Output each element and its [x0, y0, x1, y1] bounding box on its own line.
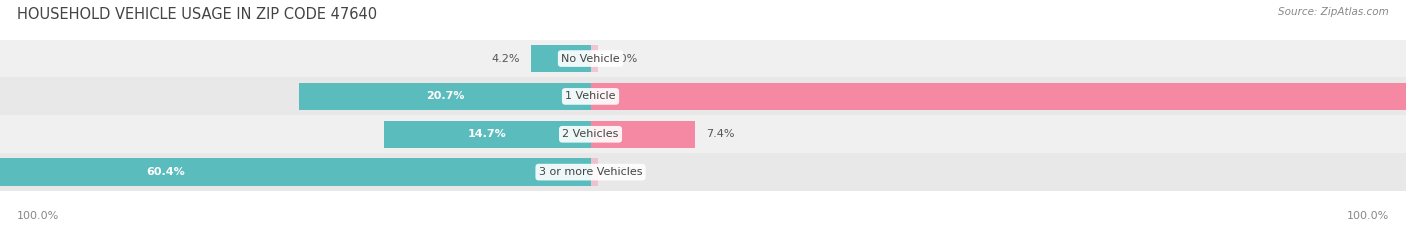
Bar [299, 83, 591, 110]
Bar [0, 77, 1406, 115]
Bar [591, 45, 598, 72]
Bar [384, 121, 591, 148]
Text: 60.4%: 60.4% [146, 167, 186, 177]
Bar [0, 40, 1406, 77]
Text: 1 Vehicle: 1 Vehicle [565, 91, 616, 101]
Text: 14.7%: 14.7% [468, 129, 506, 139]
Bar [591, 121, 695, 148]
Bar [0, 153, 1406, 191]
Text: 2 Vehicles: 2 Vehicles [562, 129, 619, 139]
Text: No Vehicle: No Vehicle [561, 54, 620, 64]
Bar [0, 115, 1406, 153]
Bar [0, 158, 591, 186]
Bar [591, 158, 598, 186]
Text: 4.2%: 4.2% [492, 54, 520, 64]
Text: 100.0%: 100.0% [17, 211, 59, 221]
Text: 7.4%: 7.4% [706, 129, 734, 139]
Bar [591, 83, 1406, 110]
Text: 0.0%: 0.0% [609, 167, 637, 177]
Text: 3 or more Vehicles: 3 or more Vehicles [538, 167, 643, 177]
Text: 100.0%: 100.0% [1347, 211, 1389, 221]
Text: HOUSEHOLD VEHICLE USAGE IN ZIP CODE 47640: HOUSEHOLD VEHICLE USAGE IN ZIP CODE 4764… [17, 7, 377, 22]
Text: 0.0%: 0.0% [609, 54, 637, 64]
Bar [531, 45, 591, 72]
Text: 20.7%: 20.7% [426, 91, 464, 101]
Text: Source: ZipAtlas.com: Source: ZipAtlas.com [1278, 7, 1389, 17]
